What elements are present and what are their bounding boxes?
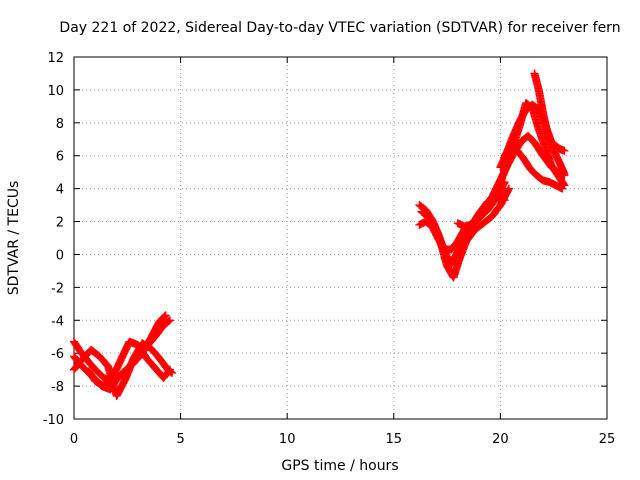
data-point [160,312,169,321]
y-axis-label: SDTVAR / TECUs [6,181,22,296]
y-tick-label: -10 [43,413,64,428]
data-point [161,311,170,320]
plot-frame [73,56,608,420]
y-tick-label: 2 [56,216,64,231]
x-tick-label: 25 [599,432,616,447]
data-point [560,146,569,155]
data-point [159,313,168,322]
data-point [165,316,174,325]
y-tick-label: 4 [56,183,64,198]
chart-title: Day 221 of 2022, Sidereal Day-to-day VTE… [59,20,620,36]
data-point [558,184,567,193]
y-axis-ticks: -10 -8 -6 -4 -2 0 2 4 6 8 10 12 [43,51,607,428]
y-tick-label: 10 [47,84,64,99]
x-tick-label: 20 [492,432,509,447]
x-axis-label: GPS time / hours [281,458,398,474]
data-point [165,365,174,374]
y-tick-label: -8 [51,380,64,395]
data-point [560,169,569,178]
y-tick-label: -4 [51,314,64,329]
x-tick-label: 10 [279,432,296,447]
data-points [70,69,569,400]
y-tick-label: 0 [56,248,64,263]
data-point [165,366,174,375]
data-point [164,317,173,326]
x-tick-label: 15 [386,432,403,447]
y-tick-label: 8 [56,117,64,132]
x-tick-label: 5 [176,432,184,447]
x-tick-label: 0 [70,432,78,447]
y-tick-label: 12 [47,51,64,66]
y-tick-label: -2 [51,281,64,296]
y-tick-label: -6 [51,347,64,362]
x-axis-ticks: 0 5 10 15 20 25 [70,57,615,447]
data-point [504,184,513,193]
y-tick-label: 6 [56,150,64,165]
